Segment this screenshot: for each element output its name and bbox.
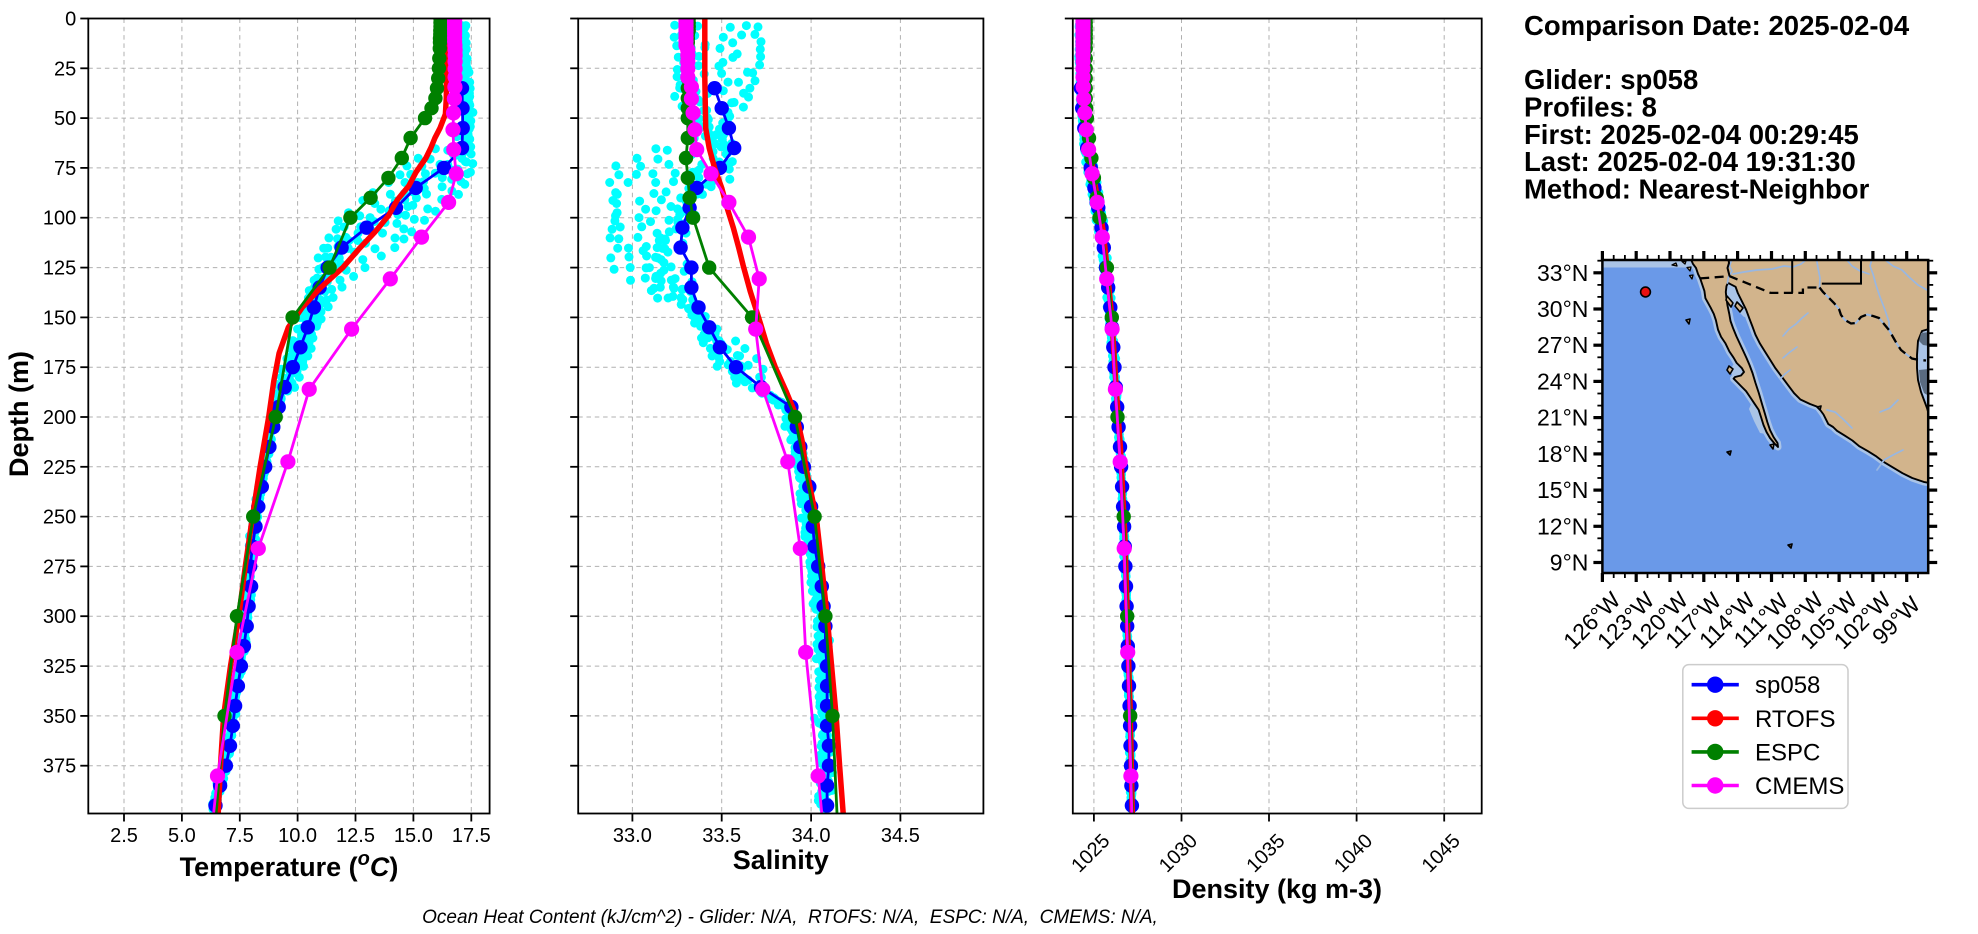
svg-text:12.5: 12.5 [336,825,375,847]
svg-text:First: 2025-02-04 00:29:45: First: 2025-02-04 00:29:45 [1524,119,1859,150]
svg-text:9°N: 9°N [1550,550,1589,576]
svg-text:Ocean Heat Content (kJ/cm^2) -: Ocean Heat Content (kJ/cm^2) - Glider: N… [422,907,1158,928]
svg-text:17.5: 17.5 [452,825,491,847]
svg-text:Last: 2025-02-04 19:31:30: Last: 2025-02-04 19:31:30 [1524,146,1856,177]
svg-text:21°N: 21°N [1537,405,1588,431]
svg-text:350: 350 [43,706,76,728]
svg-text:15.0: 15.0 [394,825,433,847]
svg-text:Profiles: 8: Profiles: 8 [1524,91,1657,122]
svg-text:15°N: 15°N [1537,477,1588,503]
svg-text:33°N: 33°N [1537,260,1588,286]
svg-text:Salinity: Salinity [733,845,829,875]
svg-text:33.0: 33.0 [613,825,652,847]
svg-text:12°N: 12°N [1537,513,1588,539]
svg-text:75: 75 [54,158,76,180]
svg-text:175: 175 [43,357,76,379]
svg-text:225: 225 [43,457,76,479]
svg-text:5.0: 5.0 [168,825,196,847]
svg-text:CMEMS: CMEMS [1755,773,1844,800]
svg-text:0: 0 [65,9,76,31]
svg-text:25: 25 [54,58,76,80]
svg-text:275: 275 [43,556,76,578]
svg-text:27°N: 27°N [1537,332,1588,358]
svg-text:300: 300 [43,606,76,628]
svg-text:325: 325 [43,656,76,678]
svg-text:34.0: 34.0 [792,825,831,847]
svg-text:100: 100 [43,208,76,230]
svg-text:Comparison Date: 2025-02-04: Comparison Date: 2025-02-04 [1524,10,1910,41]
svg-text:ESPC: ESPC [1755,739,1820,766]
svg-text:150: 150 [43,307,76,329]
svg-text:Method: Nearest-Neighbor: Method: Nearest-Neighbor [1524,174,1870,205]
svg-text:200: 200 [43,407,76,429]
svg-text:250: 250 [43,507,76,529]
svg-text:34.5: 34.5 [881,825,920,847]
svg-text:sp058: sp058 [1755,672,1820,699]
svg-text:18°N: 18°N [1537,441,1588,467]
svg-text:7.5: 7.5 [226,825,254,847]
svg-text:RTOFS: RTOFS [1755,706,1835,733]
svg-text:125: 125 [43,258,76,280]
svg-text:375: 375 [43,756,76,778]
svg-text:30°N: 30°N [1537,296,1588,322]
svg-text:50: 50 [54,108,76,130]
svg-text:Density (kg m-3): Density (kg m-3) [1172,874,1382,904]
svg-text:Glider: sp058: Glider: sp058 [1524,64,1698,95]
svg-text:2.5: 2.5 [110,825,138,847]
svg-text:10.0: 10.0 [278,825,317,847]
svg-text:24°N: 24°N [1537,368,1588,394]
svg-text:Depth (m): Depth (m) [4,351,34,477]
svg-text:33.5: 33.5 [702,825,741,847]
